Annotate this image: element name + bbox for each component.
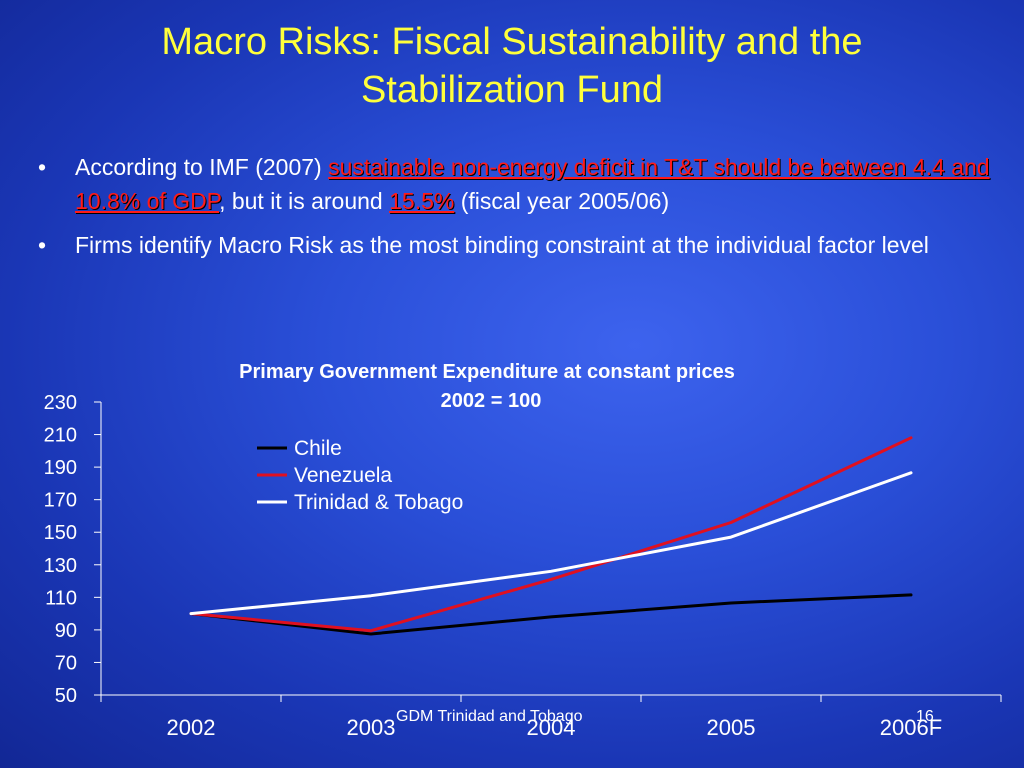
- x-tick-label: 2006F: [880, 715, 942, 740]
- chart-svg: Primary Government Expenditure at consta…: [44, 361, 1002, 740]
- bullet-1-text-b: , but it is around: [219, 188, 390, 214]
- footer-text: GDM Trinidad and Tobago: [396, 708, 583, 725]
- y-tick-label: 110: [45, 587, 77, 609]
- series-line-venezuela: [189, 436, 913, 633]
- bullet-1-text-a: According to IMF (2007): [75, 154, 329, 180]
- bullet-1-highlight-value: 15.5%: [389, 188, 455, 214]
- slide-title-line-1: Macro Risks: Fiscal Sustainability and t…: [161, 21, 863, 63]
- y-tick-label: 150: [44, 522, 77, 544]
- x-tick-label: 2002: [167, 715, 216, 740]
- chart-title: Primary Government Expenditure at consta…: [239, 361, 735, 383]
- y-tick-label: 50: [55, 685, 77, 707]
- y-tick-label: 90: [55, 620, 77, 642]
- bullet-item-macro-risk: • Firms identify Macro Risk as the most …: [38, 228, 998, 262]
- page-number: 16: [916, 708, 934, 725]
- bullet-1-highlight-deficit: sustainable non-energy deficit in T&T sh…: [75, 154, 990, 214]
- chart-subtitle: 2002 = 100: [441, 390, 542, 412]
- series-line-chile: [189, 593, 913, 636]
- y-tick-label: 70: [55, 652, 77, 674]
- slide-title-line-2: Stabilization Fund: [360, 69, 664, 111]
- x-tick-label: 2005: [707, 715, 756, 740]
- y-tick-label: 230: [44, 392, 77, 414]
- bullet-1-text-c: (fiscal year 2005/06): [454, 188, 670, 214]
- x-tick-label: 2004: [527, 715, 576, 740]
- expenditure-chart: Primary Government Expenditure at consta…: [0, 350, 1024, 768]
- bullet-2-text: Firms identify Macro Risk as the most bi…: [75, 232, 929, 258]
- x-tick-label: 2003: [347, 715, 396, 740]
- legend-label-venezuela: Venezuela: [294, 464, 392, 487]
- y-tick-label: 170: [44, 490, 77, 512]
- bullet-item-imf: • According to IMF (2007) sustainable no…: [38, 150, 998, 218]
- bullet-list: • According to IMF (2007) sustainable no…: [38, 150, 998, 272]
- y-tick-label: 130: [44, 555, 77, 577]
- slide-title: Macro Risks: Fiscal Sustainability and t…: [0, 18, 1024, 114]
- y-tick-label: 190: [44, 457, 77, 479]
- y-tick-label: 210: [44, 425, 77, 447]
- legend-label-trinidad-tobago: Trinidad & Tobago: [294, 491, 463, 514]
- series-line-trinidad-tobago: [189, 471, 913, 616]
- bullet-icon: •: [38, 232, 47, 258]
- bullet-icon: •: [38, 154, 47, 180]
- legend-label-chile: Chile: [294, 437, 342, 460]
